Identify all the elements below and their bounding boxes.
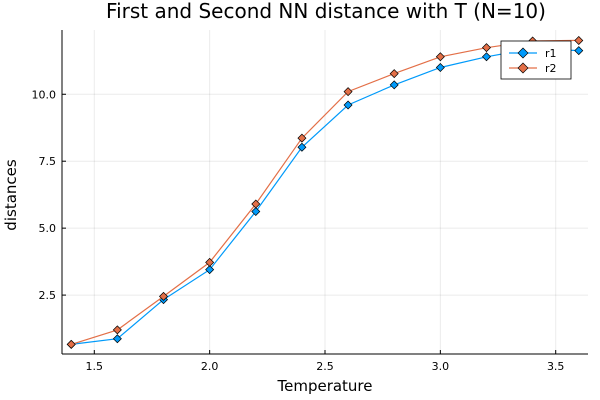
series-line-r2 <box>71 39 579 345</box>
data-point-r2 <box>112 325 122 335</box>
y-tick-label: 7.5 <box>39 155 57 168</box>
x-tick-label: 2.5 <box>316 360 334 373</box>
legend-marker-r1 <box>517 47 529 59</box>
data-point-r2 <box>251 199 261 209</box>
x-tick-label: 1.5 <box>86 360 104 373</box>
series-layer <box>66 35 584 349</box>
x-ticks: 1.5 2.0 2.5 3.0 3.5 <box>86 350 565 373</box>
data-point-r1 <box>112 334 122 344</box>
data-point-r2 <box>159 291 169 301</box>
legend-label-r1: r1 <box>545 47 557 60</box>
data-point-r1 <box>297 142 307 152</box>
legend-marker-r2 <box>517 62 529 74</box>
chart-title: First and Second NN distance with T (N=1… <box>106 0 546 23</box>
data-point-r1 <box>435 62 445 72</box>
y-tick-label: 5.0 <box>39 222 57 235</box>
data-point-r2 <box>66 339 76 349</box>
x-tick-label: 2.0 <box>201 360 219 373</box>
x-axis-label: Temperature <box>276 377 372 395</box>
legend-box <box>500 40 572 80</box>
data-point-r2 <box>481 43 491 53</box>
y-tick-label: 2.5 <box>39 289 57 302</box>
data-point-r2 <box>435 52 445 62</box>
data-point-r2 <box>297 133 307 143</box>
data-point-r1 <box>205 265 215 275</box>
grid <box>62 30 588 354</box>
series-line-r1 <box>71 47 579 345</box>
y-tick-label: 10.0 <box>32 88 57 101</box>
data-point-r1 <box>251 207 261 217</box>
data-point-r1 <box>343 100 353 110</box>
data-point-r1 <box>389 80 399 90</box>
y-ticks: 2.5 5.0 7.5 10.0 <box>32 88 66 302</box>
data-point-r2 <box>389 69 399 79</box>
legend-label-r2: r2 <box>545 62 557 75</box>
x-tick-label: 3.0 <box>432 360 450 373</box>
x-tick-label: 3.5 <box>547 360 565 373</box>
data-point-r1 <box>574 46 584 56</box>
data-point-r2 <box>205 257 215 267</box>
data-point-r1 <box>481 52 491 62</box>
series-r2 <box>66 35 584 349</box>
y-axis-label: distances <box>2 159 20 231</box>
data-point-r2 <box>574 35 584 45</box>
data-point-r2 <box>343 87 353 97</box>
